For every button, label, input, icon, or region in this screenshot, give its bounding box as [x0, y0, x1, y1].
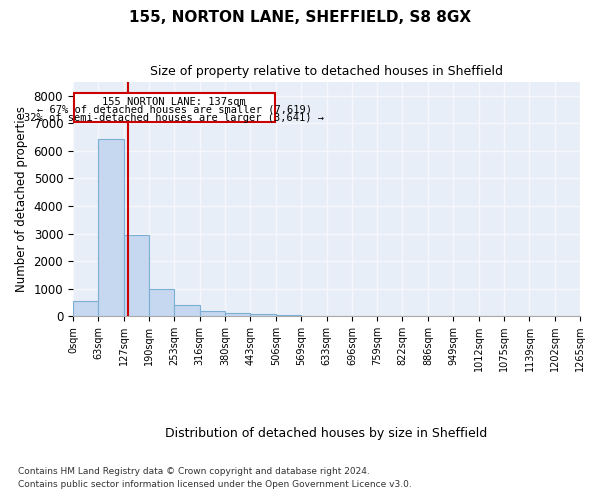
Bar	[200, 311, 225, 316]
Bar	[175, 306, 200, 316]
Bar	[276, 314, 301, 316]
X-axis label: Distribution of detached houses by size in Sheffield: Distribution of detached houses by size …	[166, 427, 488, 440]
Text: 155 NORTON LANE: 137sqm: 155 NORTON LANE: 137sqm	[103, 96, 246, 106]
Title: Size of property relative to detached houses in Sheffield: Size of property relative to detached ho…	[150, 65, 503, 78]
Bar	[73, 301, 98, 316]
Text: Contains HM Land Registry data © Crown copyright and database right 2024.: Contains HM Land Registry data © Crown c…	[18, 468, 370, 476]
Text: Contains public sector information licensed under the Open Government Licence v3: Contains public sector information licen…	[18, 480, 412, 489]
FancyBboxPatch shape	[74, 93, 275, 122]
Text: 155, NORTON LANE, SHEFFIELD, S8 8GX: 155, NORTON LANE, SHEFFIELD, S8 8GX	[129, 10, 471, 25]
Bar	[149, 289, 175, 316]
Bar	[225, 314, 250, 316]
Y-axis label: Number of detached properties: Number of detached properties	[15, 106, 28, 292]
Bar	[124, 235, 149, 316]
Text: ← 67% of detached houses are smaller (7,619): ← 67% of detached houses are smaller (7,…	[37, 104, 312, 115]
Bar	[98, 139, 124, 316]
Bar	[250, 314, 276, 316]
Text: 32% of semi-detached houses are larger (3,641) →: 32% of semi-detached houses are larger (…	[25, 113, 325, 123]
